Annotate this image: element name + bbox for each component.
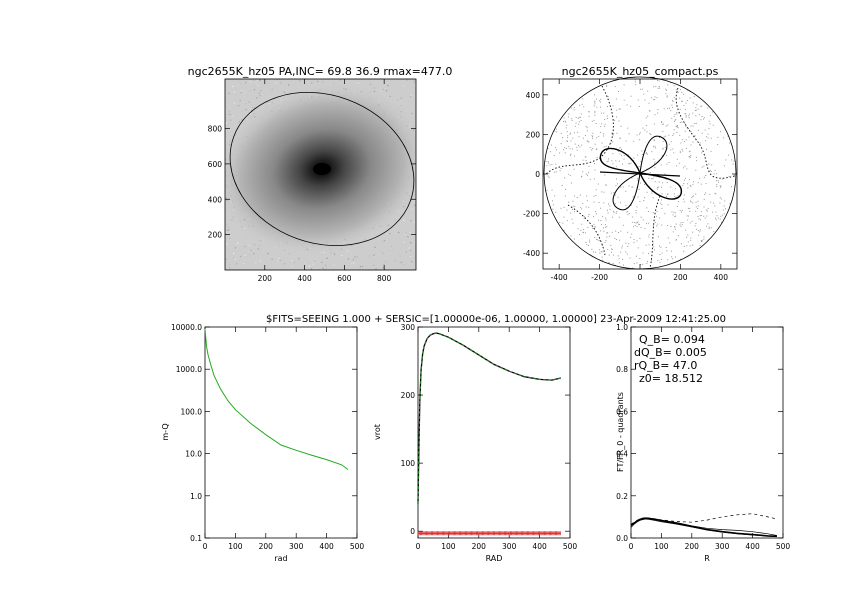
x-tick-label: 300 xyxy=(502,542,517,551)
x-tick-label: 200 xyxy=(673,273,688,282)
figure-header: $FITS=SEEING 1.000 + SERSIC=[1.00000e-06… xyxy=(266,314,726,325)
annotation-z0: z0= 18.512 xyxy=(639,372,703,385)
y-tick-label: 0.1 xyxy=(190,534,202,543)
x-tick-label: 0 xyxy=(638,273,643,282)
x-tick-label: 200 xyxy=(259,542,274,551)
panel-galaxy-image: ngc2655K_hz05 PA,INC= 69.8 36.9 rmax=477… xyxy=(188,65,453,283)
lobe-lower-right xyxy=(638,172,682,200)
y-tick-label: 300 xyxy=(401,323,416,332)
y-tick-label: 10000.0 xyxy=(171,323,202,332)
y-tick-label: 100 xyxy=(401,459,416,468)
y-tick-label: 200 xyxy=(526,130,541,139)
dotted-contour xyxy=(544,85,614,176)
annotation-qb: Q_B= 0.094 xyxy=(639,333,705,346)
quadrant-dashed-line xyxy=(630,513,777,525)
panel3-frame xyxy=(204,326,358,539)
y-tick-label: 0 xyxy=(535,170,540,179)
x-tick-label: 300 xyxy=(715,542,730,551)
panel5-frame xyxy=(630,326,784,539)
x-tick-label: 100 xyxy=(654,542,669,551)
panel4-frame xyxy=(417,326,571,539)
y-tick-label: 400 xyxy=(526,91,541,100)
x-tick-label: 400 xyxy=(297,274,312,283)
y-tick-label: 0.6 xyxy=(616,407,628,416)
x-tick-label: 500 xyxy=(776,542,791,551)
x-tick-label: 400 xyxy=(745,542,760,551)
fit-ellipse xyxy=(229,91,415,247)
x-tick-label: 100 xyxy=(441,542,456,551)
quadrant-mean-line xyxy=(630,517,777,538)
panel-vrot: RAD vrot 0 100 200 300 400 500 0 100 200 300 xyxy=(373,323,577,563)
panel-compact-plot: ngc2655K_hz05_compact.ps -400 -200 0 200 400… xyxy=(523,65,738,282)
x-tick-label: 500 xyxy=(563,542,578,551)
y-tick-label: 600 xyxy=(208,160,223,169)
panel-ftfr: R FT/FR_0 - quadrants Q_B= 0.094 dQ_B= 0… xyxy=(616,323,790,563)
y-tick-label: 400 xyxy=(208,195,223,204)
lobe-lower-left xyxy=(612,172,641,211)
x-tick-label: -200 xyxy=(591,273,608,282)
y-tick-label: 0.2 xyxy=(616,492,628,501)
y-tick-label: -400 xyxy=(523,249,540,258)
x-tick-label: 800 xyxy=(377,274,392,283)
x-tick-label: 300 xyxy=(289,542,304,551)
x-tick-label: 400 xyxy=(714,273,729,282)
panel5-xlabel: R xyxy=(704,554,710,563)
panel1-frame xyxy=(224,78,417,271)
x-tick-label: -400 xyxy=(551,273,568,282)
y-tick-label: 100.0 xyxy=(181,407,203,416)
lobe-upper-left xyxy=(599,147,642,174)
y-tick-label: 1000.0 xyxy=(176,365,202,374)
panel1-title: ngc2655K_hz05 PA,INC= 69.8 36.9 rmax=477… xyxy=(188,65,453,78)
x-tick-label: 200 xyxy=(258,274,273,283)
panel3-xlabel: rad xyxy=(274,554,287,563)
x-tick-label: 0 xyxy=(203,542,208,551)
x-tick-label: 0 xyxy=(416,542,421,551)
quadrant-line xyxy=(630,518,777,538)
y-tick-label: 0.0 xyxy=(616,534,628,543)
y-tick-label: -200 xyxy=(523,210,540,219)
x-tick-label: 100 xyxy=(228,542,243,551)
panel4-ylabel: vrot xyxy=(373,424,382,440)
x-tick-label: 400 xyxy=(532,542,547,551)
x-tick-label: 600 xyxy=(337,274,352,283)
y-tick-label: 0.8 xyxy=(616,365,628,374)
dotted-contour xyxy=(649,195,661,269)
y-tick-label: 1.0 xyxy=(616,323,628,332)
panel3-ylabel: m-Q xyxy=(161,423,170,440)
panel2-title: ngc2655K_hz05_compact.ps xyxy=(562,65,719,78)
vrot-curve-black xyxy=(417,332,562,505)
panel5-ylabel: FT/FR_0 - quadrants xyxy=(616,392,625,472)
x-tick-label: 400 xyxy=(319,542,334,551)
dotted-contour xyxy=(675,87,736,179)
lobe-upper-right xyxy=(639,135,668,174)
mq-profile-line xyxy=(204,328,349,470)
vrot-curve-green xyxy=(417,332,561,505)
x-tick-label: 200 xyxy=(685,542,700,551)
panel-mq-profile: rad m-Q 0 100 200 300 400 500 0.1 1.0 10.0 100.0 1… xyxy=(161,323,364,563)
x-tick-label: 200 xyxy=(472,542,487,551)
annotation-rqb: rQ_B= 47.0 xyxy=(634,359,697,372)
annotation-dqb: dQ_B= 0.005 xyxy=(634,346,707,359)
dotted-contour xyxy=(567,204,606,256)
x-tick-label: 500 xyxy=(350,542,365,551)
panel4-xlabel: RAD xyxy=(486,554,503,563)
y-tick-label: 0.4 xyxy=(616,450,628,459)
y-tick-label: 800 xyxy=(208,125,223,134)
x-tick-label: 0 xyxy=(629,542,634,551)
y-tick-label: 10.0 xyxy=(185,450,202,459)
y-tick-label: 0 xyxy=(410,527,415,536)
y-tick-label: 200 xyxy=(208,231,223,240)
y-tick-label: 1.0 xyxy=(190,492,202,501)
y-tick-label: 200 xyxy=(401,391,416,400)
